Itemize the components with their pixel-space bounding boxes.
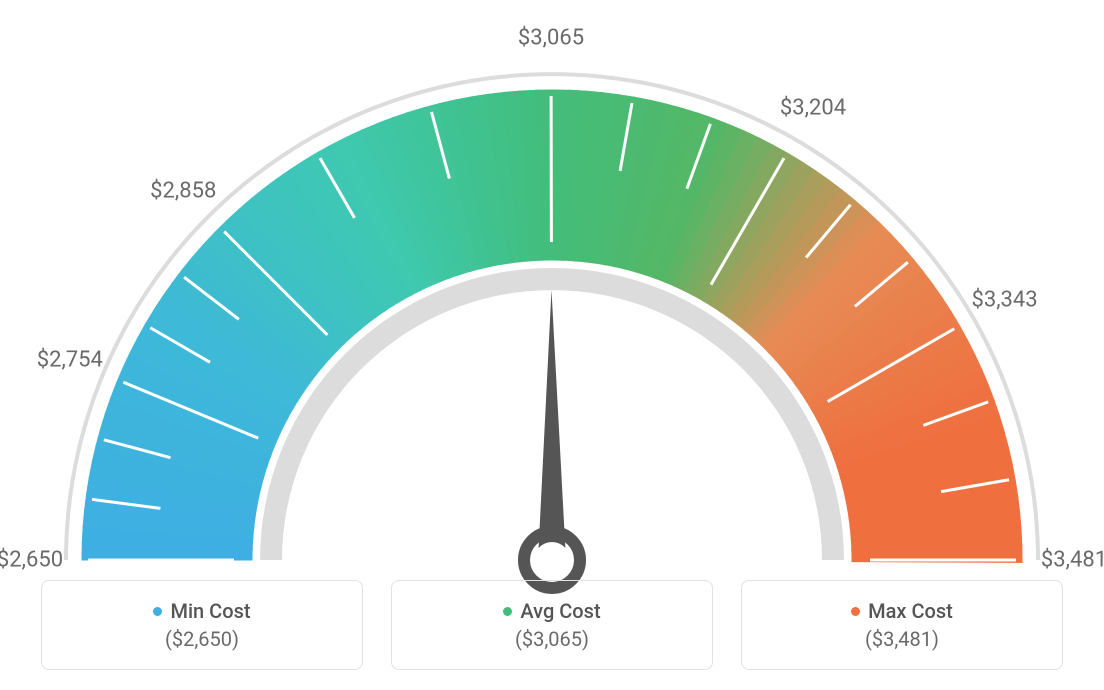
gauge-tick-label: $2,650	[0, 548, 63, 573]
legend-dot-min	[153, 607, 162, 616]
gauge-chart: $2,650$2,754$2,858$3,065$3,204$3,343$3,4…	[0, 0, 1104, 560]
legend-dot-avg	[503, 607, 512, 616]
legend-min-top: Min Cost	[153, 599, 250, 623]
legend-row: Min Cost ($2,650) Avg Cost ($3,065) Max …	[0, 570, 1104, 690]
gauge-svg	[0, 40, 1104, 600]
legend-min-label: Min Cost	[170, 599, 250, 623]
legend-dot-max	[851, 607, 860, 616]
legend-card-max: Max Cost ($3,481)	[741, 580, 1063, 670]
legend-min-value: ($2,650)	[165, 627, 239, 651]
legend-card-avg: Avg Cost ($3,065)	[391, 580, 713, 670]
legend-card-min: Min Cost ($2,650)	[41, 580, 363, 670]
legend-max-top: Max Cost	[851, 599, 953, 623]
gauge-tick-label: $3,065	[518, 26, 584, 51]
gauge-tick-label: $2,858	[150, 178, 216, 203]
gauge-tick-label: $3,204	[780, 95, 846, 120]
legend-max-label: Max Cost	[868, 599, 953, 623]
gauge-tick-label: $3,343	[971, 287, 1037, 312]
gauge-tick-label: $2,754	[37, 348, 103, 373]
legend-avg-value: ($3,065)	[515, 627, 589, 651]
legend-avg-label: Avg Cost	[520, 599, 600, 623]
legend-max-value: ($3,481)	[865, 627, 939, 651]
gauge-tick-label: $3,481	[1041, 548, 1104, 573]
legend-avg-top: Avg Cost	[503, 599, 600, 623]
